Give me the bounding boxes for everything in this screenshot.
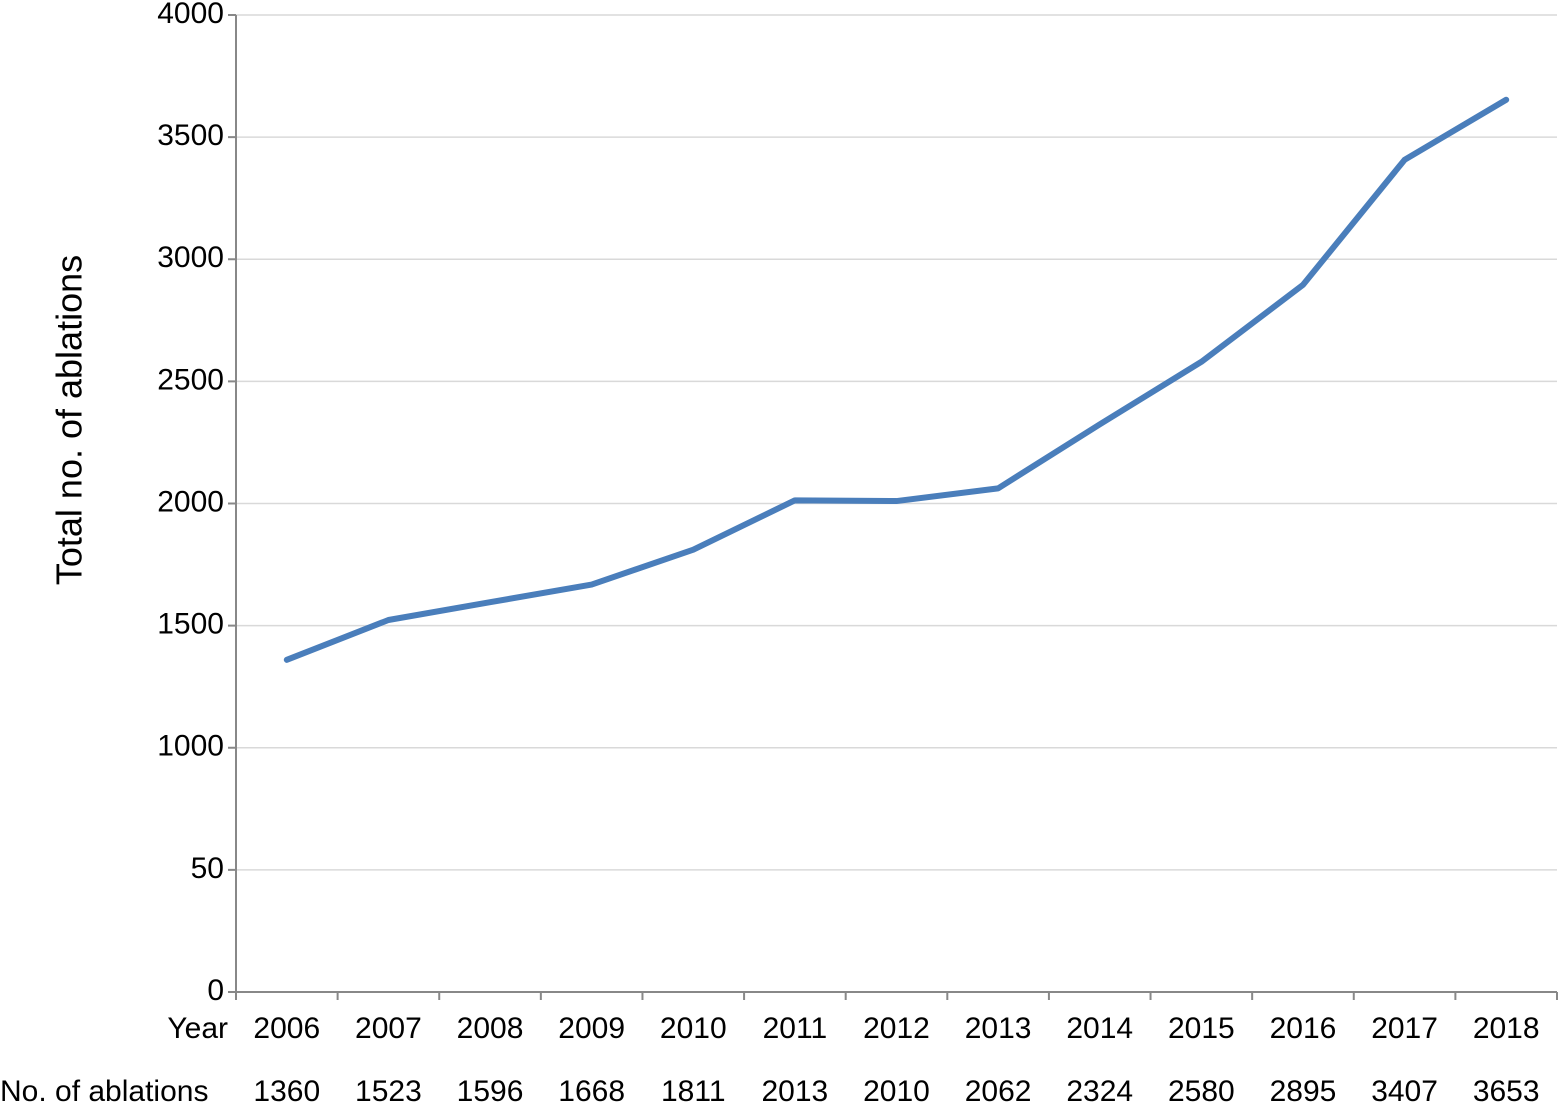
x-tick-label: 2013 bbox=[965, 1012, 1032, 1045]
value-label: 1668 bbox=[558, 1075, 625, 1108]
x-tick-label: 2010 bbox=[660, 1012, 727, 1045]
value-label: 1360 bbox=[253, 1075, 320, 1108]
y-tick-label: 2000 bbox=[157, 485, 224, 518]
x-tick-label: 2017 bbox=[1371, 1012, 1438, 1045]
value-label: 2324 bbox=[1066, 1075, 1133, 1108]
x-tick-label: 2011 bbox=[763, 1012, 828, 1045]
value-label: 1596 bbox=[457, 1075, 524, 1108]
data-line bbox=[283, 96, 1510, 663]
value-label: 2010 bbox=[863, 1075, 930, 1108]
x-tick-label: 2014 bbox=[1066, 1012, 1133, 1045]
x-tick-label: 2008 bbox=[457, 1012, 524, 1045]
y-tick-label: 4000 bbox=[157, 0, 224, 30]
x-tick-label: 2018 bbox=[1473, 1012, 1540, 1045]
y-axis-title: Total no. of ablations bbox=[49, 255, 90, 585]
x-tick-label: 2006 bbox=[253, 1012, 320, 1045]
y-tick-label: 3500 bbox=[157, 119, 224, 152]
value-label: 3407 bbox=[1371, 1075, 1438, 1108]
y-tick-label: 1500 bbox=[157, 608, 224, 641]
value-label: 2013 bbox=[762, 1075, 829, 1108]
x-tick-label: 2007 bbox=[355, 1012, 422, 1045]
value-row-label: No. of ablations bbox=[0, 1075, 208, 1108]
value-label: 2895 bbox=[1270, 1075, 1337, 1108]
value-label: 2062 bbox=[965, 1075, 1032, 1108]
x-tick-label: 2012 bbox=[863, 1012, 930, 1045]
category-row-label: Year bbox=[167, 1012, 228, 1045]
x-tick-label: 2015 bbox=[1168, 1012, 1235, 1045]
y-tick-label: 0 bbox=[207, 974, 224, 1007]
y-tick-label: 2500 bbox=[157, 363, 224, 396]
value-label: 2580 bbox=[1168, 1075, 1235, 1108]
value-label: 3653 bbox=[1473, 1075, 1540, 1108]
y-tick-label: 50 bbox=[191, 852, 224, 885]
y-tick-label: 3000 bbox=[157, 241, 224, 274]
y-tick-label: 1000 bbox=[157, 730, 224, 763]
x-tick-label: 2009 bbox=[558, 1012, 625, 1045]
value-label: 1523 bbox=[355, 1075, 422, 1108]
x-tick-label: 2016 bbox=[1270, 1012, 1337, 1045]
value-label: 1811 bbox=[661, 1075, 726, 1108]
